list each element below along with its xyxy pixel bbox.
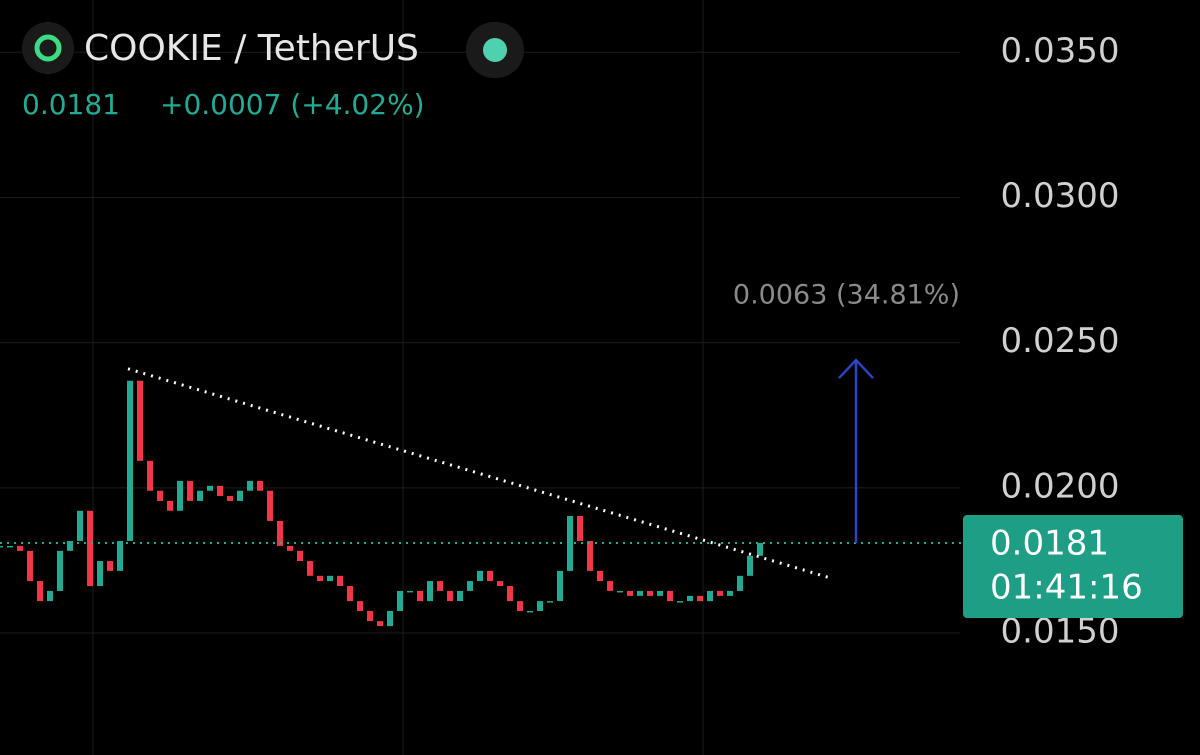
candle (237, 490, 243, 501)
candle (497, 581, 503, 586)
candle (627, 590, 633, 596)
candle (577, 516, 583, 541)
price-tag (963, 515, 1183, 619)
candle (247, 480, 253, 491)
candle (457, 590, 463, 602)
candle (427, 581, 433, 602)
candle (467, 581, 473, 591)
candle (257, 480, 263, 491)
candle (737, 575, 743, 591)
candle (377, 621, 383, 627)
y-tick-label: 0.0350 (1001, 31, 1120, 71)
candle (57, 550, 63, 591)
candle (357, 601, 363, 611)
candle (637, 590, 643, 596)
candle (507, 585, 513, 602)
candle (547, 601, 553, 603)
candle (487, 570, 493, 582)
candle (307, 561, 313, 576)
candle (77, 510, 83, 541)
coin-icon-bg (22, 22, 74, 74)
candle (417, 590, 423, 602)
candle (327, 575, 333, 582)
candle (647, 590, 653, 596)
plot (0, 51, 960, 634)
candle (717, 590, 723, 596)
y-tick-label: 0.0250 (1001, 321, 1120, 361)
candle (87, 510, 93, 586)
candle (707, 590, 713, 602)
candle (607, 581, 613, 591)
candle (177, 480, 183, 511)
candle (397, 590, 403, 611)
candle (277, 520, 283, 546)
candle (217, 485, 223, 496)
coin-icon (34, 34, 62, 62)
y-tick-label: 0.0200 (1001, 466, 1120, 506)
candle (67, 540, 73, 551)
measure-arrow-head (838, 358, 874, 379)
candle (617, 590, 623, 593)
candle (207, 485, 213, 491)
candle (317, 575, 323, 582)
candle (367, 610, 373, 622)
candle (407, 590, 413, 593)
price-tag-countdown: 01:41:16 (990, 568, 1143, 608)
candle (757, 543, 763, 556)
candle (47, 590, 53, 602)
candle (7, 545, 13, 548)
candle (587, 540, 593, 571)
candle (297, 550, 303, 562)
candle (267, 490, 273, 521)
candle (447, 590, 453, 602)
candle (27, 550, 33, 582)
candle (157, 490, 163, 501)
candle (677, 601, 683, 603)
price-change: +0.0007 (+4.02%) (160, 88, 425, 121)
y-tick-label: 0.0300 (1001, 176, 1120, 216)
candle (697, 595, 703, 602)
chart-title: COOKIE / TetherUS (84, 28, 419, 69)
candle (167, 500, 173, 511)
candle (227, 495, 233, 501)
candle (597, 570, 603, 582)
status-dot (483, 38, 507, 62)
candle (727, 590, 733, 596)
candle (527, 610, 533, 613)
price-tag-value: 0.0181 (990, 524, 1109, 564)
last-price: 0.0181 (22, 88, 120, 121)
candle (37, 581, 43, 602)
candle (187, 480, 193, 501)
candle (0, 545, 3, 548)
candle (137, 380, 143, 461)
candle (687, 595, 693, 602)
candle (347, 585, 353, 602)
measure-label: 0.0063 (34.81%) (733, 280, 960, 311)
candle (127, 380, 133, 541)
candle (387, 610, 393, 627)
candle (197, 490, 203, 501)
candle (667, 590, 673, 602)
candle (437, 581, 443, 591)
candle (567, 516, 573, 571)
candle (337, 575, 343, 586)
candle (477, 570, 483, 582)
candle (147, 460, 153, 491)
candle (557, 570, 563, 602)
candle (107, 561, 113, 571)
candle (17, 545, 23, 551)
y-tick-label: 0.0150 (1001, 612, 1120, 652)
candle (537, 601, 543, 611)
candle (747, 555, 753, 576)
candle (517, 601, 523, 611)
candle (287, 545, 293, 551)
candle (117, 540, 123, 571)
candle (97, 561, 103, 586)
candle (657, 590, 663, 596)
